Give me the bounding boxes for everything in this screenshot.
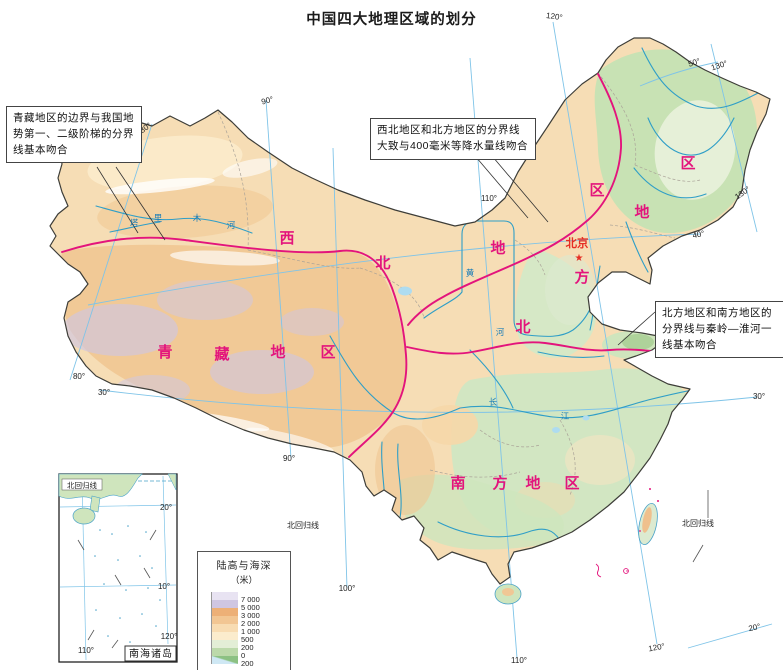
pearl-river [437,521,561,541]
legend-scale: 7 000 5 000 3 000 2 000 1 000 500 200 0 200 [211,592,290,670]
yangtze-river [329,335,693,420]
legend-band [211,624,238,632]
misc-marks [692,490,709,563]
grid-label: 80° [73,372,85,381]
nw-north-boundary-line [407,73,622,326]
tarim-river [95,205,253,234]
region-label: 地 [525,474,540,492]
star-label: ★ [575,253,584,264]
elevation-legend: 陆高与海深 （米） 7 000 5 000 3 000 2 000 1 000 500 20… [197,551,291,670]
taiwan-island [638,502,658,546]
inset-islands [94,525,161,643]
grid-label: 100° [339,584,356,593]
page-title: 中国四大地理区域的划分 [306,12,477,28]
tibet-boundary-line [61,236,408,458]
hainan-island [494,583,522,605]
region-label: 青 [157,343,172,361]
legend-title: 陆高与海深 [216,561,272,572]
region-label: 地 [270,343,285,361]
grid-label: 20° [748,622,762,633]
map-labels: 青藏地区西北地区北方地区南方地区北京★塔里木河黄河长江80°90°120°50°… [67,11,765,665]
rivers-layer [95,47,765,541]
china-border [49,37,771,585]
inset-dash-marks [77,529,157,649]
grid-label: 120° [648,642,666,654]
region-label: 北 [515,319,530,336]
region-label: 地 [634,203,649,221]
grid-label: 110° [78,646,94,655]
inset-name-label: 南海诸岛 [129,647,173,660]
grid-label: 110° [511,656,527,665]
region-label: 南 [450,474,465,492]
region-label: 区 [564,475,579,492]
legend-band [211,648,238,656]
region-label: 地 [490,239,505,257]
grid-label: 120° [546,11,564,22]
annotation-nw-north-boundary: 西北地区和北方地区的分界线大致与400毫米等降水量线吻合 [370,118,536,160]
river-label: 里 [154,213,163,223]
legend-value: 500 [241,635,254,644]
yellow-river [423,220,592,337]
annotation-tibet-boundary: 青藏地区的边界与我国地势第一、二级阶梯的分界线基本吻合 [6,106,142,164]
legend-band [211,640,238,648]
legend-value: 5 000 [241,603,260,612]
annotation-leaders [96,149,656,346]
legend-band [211,592,238,600]
region-label: 西 [279,230,294,247]
grid-label: 30° [753,392,765,401]
region-label: 方 [492,474,507,492]
legend-value: 3 000 [241,611,260,620]
legend-value: 200 [241,659,254,668]
tropic-small-label: 北回归线 [67,480,97,490]
river-label: 江 [561,411,570,421]
river-label: 塔 [130,218,139,228]
legend-band [211,632,238,640]
legend-band [211,616,238,624]
city-label: 北京 [566,236,589,250]
grid-label: 40° [692,229,706,240]
region-label: 藏 [214,345,229,363]
island-marks [595,488,659,578]
region-boundary-lines [61,73,691,458]
grid-label: 130° [710,59,729,73]
south-china-sea-inset [58,473,178,663]
grid-label: 50° [687,56,701,68]
grid-label: 20° [160,503,172,512]
region-label: 北 [375,255,390,272]
qinghai-lake [398,286,412,296]
legend-value: 1 000 [241,627,260,636]
legend-unit: （米） [230,575,258,585]
legend-band [211,608,238,616]
legend-value: 0 [241,651,246,660]
river-label: 木 [193,213,202,223]
qinling-huaihe-line [406,341,691,357]
river-label: 长 [489,397,498,407]
legend-value: 7 000 [241,595,260,604]
legend-band [211,656,238,664]
inset-hainan [72,507,96,525]
grid-label: 110° [481,194,497,203]
grid-label: 90° [260,95,274,107]
inset-tropic-label-box [61,478,103,491]
grid-label: 90° [283,454,295,463]
legend-value: 200 [241,643,254,652]
tropic-label: 北回归线 [287,520,319,530]
region-label: 区 [320,344,335,361]
grid-label: 120° [161,632,178,641]
region-label: 方 [574,268,589,286]
inset-name-box [124,645,177,662]
annotation-north-south-boundary: 北方地区和南方地区的分界线与秦岭—淮河一线基本吻合 [655,301,783,359]
river-label: 黄 [466,268,475,278]
grid-label: 30° [98,388,110,397]
legend-band [211,600,238,608]
river-label: 河 [227,220,236,230]
river-label: 河 [496,327,505,337]
tropic-label: 北回归线 [682,518,714,528]
grid-label: 10° [158,582,170,591]
region-label: 区 [680,155,695,172]
legend-value: 2 000 [241,619,260,628]
region-label: 区 [589,182,604,199]
